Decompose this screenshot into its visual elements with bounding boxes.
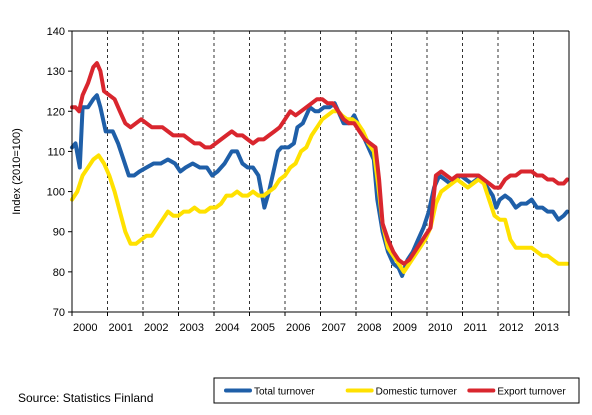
series-line-domestic-turnover — [70, 109, 570, 274]
source-note: Source: Statistics Finland — [18, 391, 153, 405]
x-tick-label: 2010 — [428, 322, 452, 334]
y-tick-label: 80 — [53, 267, 65, 279]
legend-label-domestic-turnover: Domestic turnover — [376, 387, 458, 398]
y-tick-label: 130 — [47, 66, 65, 78]
x-tick-label: 2004 — [215, 322, 239, 334]
y-tick-label: 100 — [47, 187, 65, 199]
x-tick-label: 2012 — [499, 322, 523, 334]
series-line-total-turnover — [70, 93, 570, 278]
grid-lines — [107, 31, 534, 312]
y-tick-label: 90 — [53, 227, 65, 239]
x-tick-label: 2007 — [322, 322, 346, 334]
legend-box — [213, 377, 580, 404]
x-tick-label: 2011 — [464, 322, 488, 334]
y-tick-label: 70 — [53, 307, 65, 319]
x-tick-label: 2005 — [251, 322, 275, 334]
x-tick-label: 2013 — [535, 322, 559, 334]
x-tick-label: 2001 — [109, 322, 133, 334]
axes — [68, 30, 570, 316]
x-tick-label: 2008 — [357, 322, 381, 334]
x-tick-label: 2003 — [180, 322, 204, 334]
x-tick-labels: 2000 2001 2002 2003 2004 2005 2006 2007 2008 2009… — [73, 322, 559, 334]
x-tick-label: 2009 — [393, 322, 417, 334]
y-tick-label: 110 — [47, 146, 65, 158]
x-tick-label: 2006 — [286, 322, 310, 334]
y-axis-title: Index (2010=100) — [11, 128, 23, 215]
y-tick-label: 120 — [47, 106, 65, 118]
x-tick-label: 2002 — [144, 322, 168, 334]
x-tick-label: 2000 — [73, 322, 97, 334]
legend-label-export-turnover: Export turnover — [497, 387, 566, 398]
legend-label-total-turnover: Total turnover — [254, 387, 315, 398]
series-lines — [70, 61, 570, 278]
y-tick-labels: 70 80 90 100 110 120 130 140 — [47, 26, 65, 319]
legend: Total turnover Domestic turnover Export tu… — [213, 377, 580, 404]
y-tick-label: 140 — [47, 26, 65, 38]
series-line-export-turnover — [70, 61, 570, 266]
